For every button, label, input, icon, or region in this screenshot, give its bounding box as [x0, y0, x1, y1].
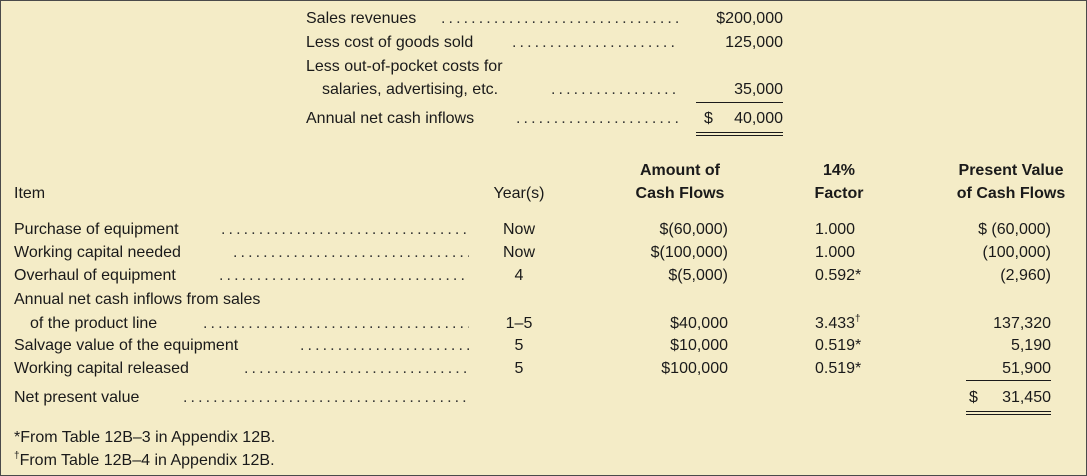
schedule-label-sales: Sales revenues: [306, 10, 417, 27]
footnote-asterisk: *: [855, 267, 862, 284]
header-pv-line2: of Cash Flows: [956, 185, 1066, 202]
footnote-asterisk: *: [855, 337, 862, 354]
footnote-2: †From Table 12B–4 in Appendix 12B.: [14, 450, 275, 469]
row-pv-total-currency: $: [969, 389, 978, 406]
row-amount: $100,000: [661, 360, 728, 377]
schedule-value-net-currency: $: [704, 110, 713, 127]
footnote-dagger: †: [14, 450, 20, 462]
row-pv-total: 31,450: [1002, 389, 1051, 406]
footnote-1: *From Table 12B–3 in Appendix 12B.: [14, 429, 276, 446]
row-years: Now: [502, 221, 535, 238]
row-item: Salvage value of the equipment: [14, 337, 239, 354]
schedule-label-oop-cont: salaries, advertising, etc.: [322, 81, 499, 98]
underline: [966, 380, 1051, 381]
row-item: Annual net cash inflows from sales: [14, 291, 261, 308]
dot-leader: ........................................…: [516, 110, 679, 127]
footnote-dagger: †: [855, 313, 861, 325]
row-item: Purchase of equipment: [14, 221, 179, 238]
row-factor: 0.592*: [815, 267, 862, 284]
row-factor: 0.519*: [815, 337, 862, 354]
schedule-value-oop: 35,000: [734, 81, 783, 98]
header-pv-line1: Present Value: [958, 162, 1064, 179]
row-amount: $(5,000): [668, 267, 728, 284]
row-item: Overhaul of equipment: [14, 267, 176, 284]
row-pv: 137,320: [993, 315, 1051, 332]
row-item-total: Net present value: [14, 389, 140, 406]
row-factor: 1.000: [815, 221, 856, 238]
row-years: Now: [502, 244, 535, 261]
header-item: Item: [14, 185, 46, 202]
row-item: Working capital needed: [14, 244, 181, 261]
underline: [696, 102, 783, 103]
schedule-label-net: Annual net cash inflows: [306, 110, 475, 127]
header-years: Year(s): [493, 185, 545, 202]
header-amount-line2: Cash Flows: [635, 185, 725, 202]
dot-leader: ........................................…: [244, 360, 469, 377]
row-years: 1–5: [505, 315, 533, 332]
schedule-value-cogs: 125,000: [725, 34, 783, 51]
schedule-value-net: 40,000: [734, 110, 783, 127]
row-pv: 5,190: [1010, 337, 1051, 354]
header-amount-line1: Amount of: [640, 162, 720, 179]
row-pv: (100,000): [982, 244, 1052, 261]
row-pv: 51,900: [1002, 360, 1051, 377]
row-amount: $(100,000): [650, 244, 728, 261]
header-factor-line1: 14%: [822, 162, 856, 179]
dot-leader: ........................................…: [203, 315, 469, 332]
schedule-value-sales: $200,000: [716, 10, 783, 27]
footnote-asterisk: *: [855, 360, 862, 377]
row-amount: $10,000: [670, 337, 728, 354]
schedule-label-oop: Less out-of-pocket costs for: [306, 58, 503, 75]
header-factor-line2: Factor: [814, 185, 864, 202]
double-underline-top: [966, 411, 1051, 412]
row-factor: 3.433†: [815, 313, 861, 332]
dot-leader: ........................................…: [183, 389, 469, 406]
dot-leader: ........................................…: [221, 221, 469, 238]
row-pv: $ (60,000): [978, 221, 1051, 238]
double-underline-bottom: [696, 135, 783, 136]
row-item-cont: of the product line: [30, 315, 158, 332]
row-factor: 1.000: [815, 244, 856, 261]
row-years: 5: [514, 337, 524, 354]
row-amount: $40,000: [670, 315, 728, 332]
double-underline-bottom: [966, 414, 1051, 415]
row-amount: $(60,000): [659, 221, 729, 238]
dot-leader: ........................................…: [441, 10, 679, 27]
row-years: 5: [514, 360, 524, 377]
row-factor: 0.519*: [815, 360, 862, 377]
schedule-label-cogs: Less cost of goods sold: [306, 34, 474, 51]
row-item: Working capital released: [14, 360, 189, 377]
row-pv: (2,960): [1000, 267, 1051, 284]
row-years: 4: [514, 267, 524, 284]
dot-leader: ........................................…: [233, 244, 469, 261]
dot-leader: ........................................…: [512, 34, 679, 51]
dot-leader: ........................................…: [300, 337, 469, 354]
dot-leader: ........................................…: [219, 267, 469, 284]
dot-leader: ........................................…: [551, 81, 679, 98]
double-underline-top: [696, 132, 783, 133]
